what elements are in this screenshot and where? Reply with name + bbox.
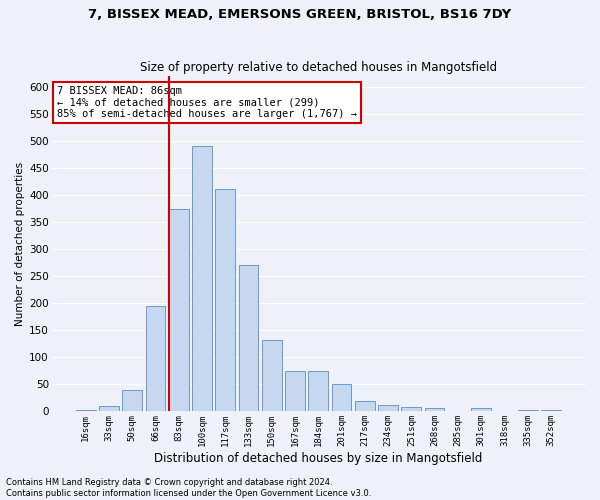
Text: Contains HM Land Registry data © Crown copyright and database right 2024.
Contai: Contains HM Land Registry data © Crown c… (6, 478, 371, 498)
Bar (99, 406, 119, 411)
Bar (192, 146, 212, 412)
Bar (146, 306, 166, 412)
Bar (401, 407, 421, 412)
Title: Size of property relative to detached houses in Mangotsfield: Size of property relative to detached ho… (140, 60, 497, 74)
Bar (122, 390, 142, 411)
Text: 7 BISSEX MEAD: 86sqm
← 14% of detached houses are smaller (299)
85% of semi-deta: 7 BISSEX MEAD: 86sqm ← 14% of detached h… (57, 86, 357, 120)
Bar (355, 400, 375, 411)
Bar (169, 208, 189, 412)
Bar (541, 410, 561, 412)
Y-axis label: Number of detached properties: Number of detached properties (15, 162, 25, 326)
Bar (215, 188, 235, 412)
Bar (425, 408, 445, 412)
Bar (239, 266, 259, 412)
Bar (285, 371, 305, 412)
Text: 7, BISSEX MEAD, EMERSONS GREEN, BRISTOL, BS16 7DY: 7, BISSEX MEAD, EMERSONS GREEN, BRISTOL,… (88, 8, 512, 20)
X-axis label: Distribution of detached houses by size in Mangotsfield: Distribution of detached houses by size … (154, 452, 482, 465)
Bar (378, 405, 398, 411)
Bar (518, 410, 538, 412)
Bar (76, 410, 96, 412)
Bar (332, 384, 352, 411)
Bar (308, 371, 328, 412)
Bar (471, 408, 491, 412)
Bar (262, 340, 282, 411)
